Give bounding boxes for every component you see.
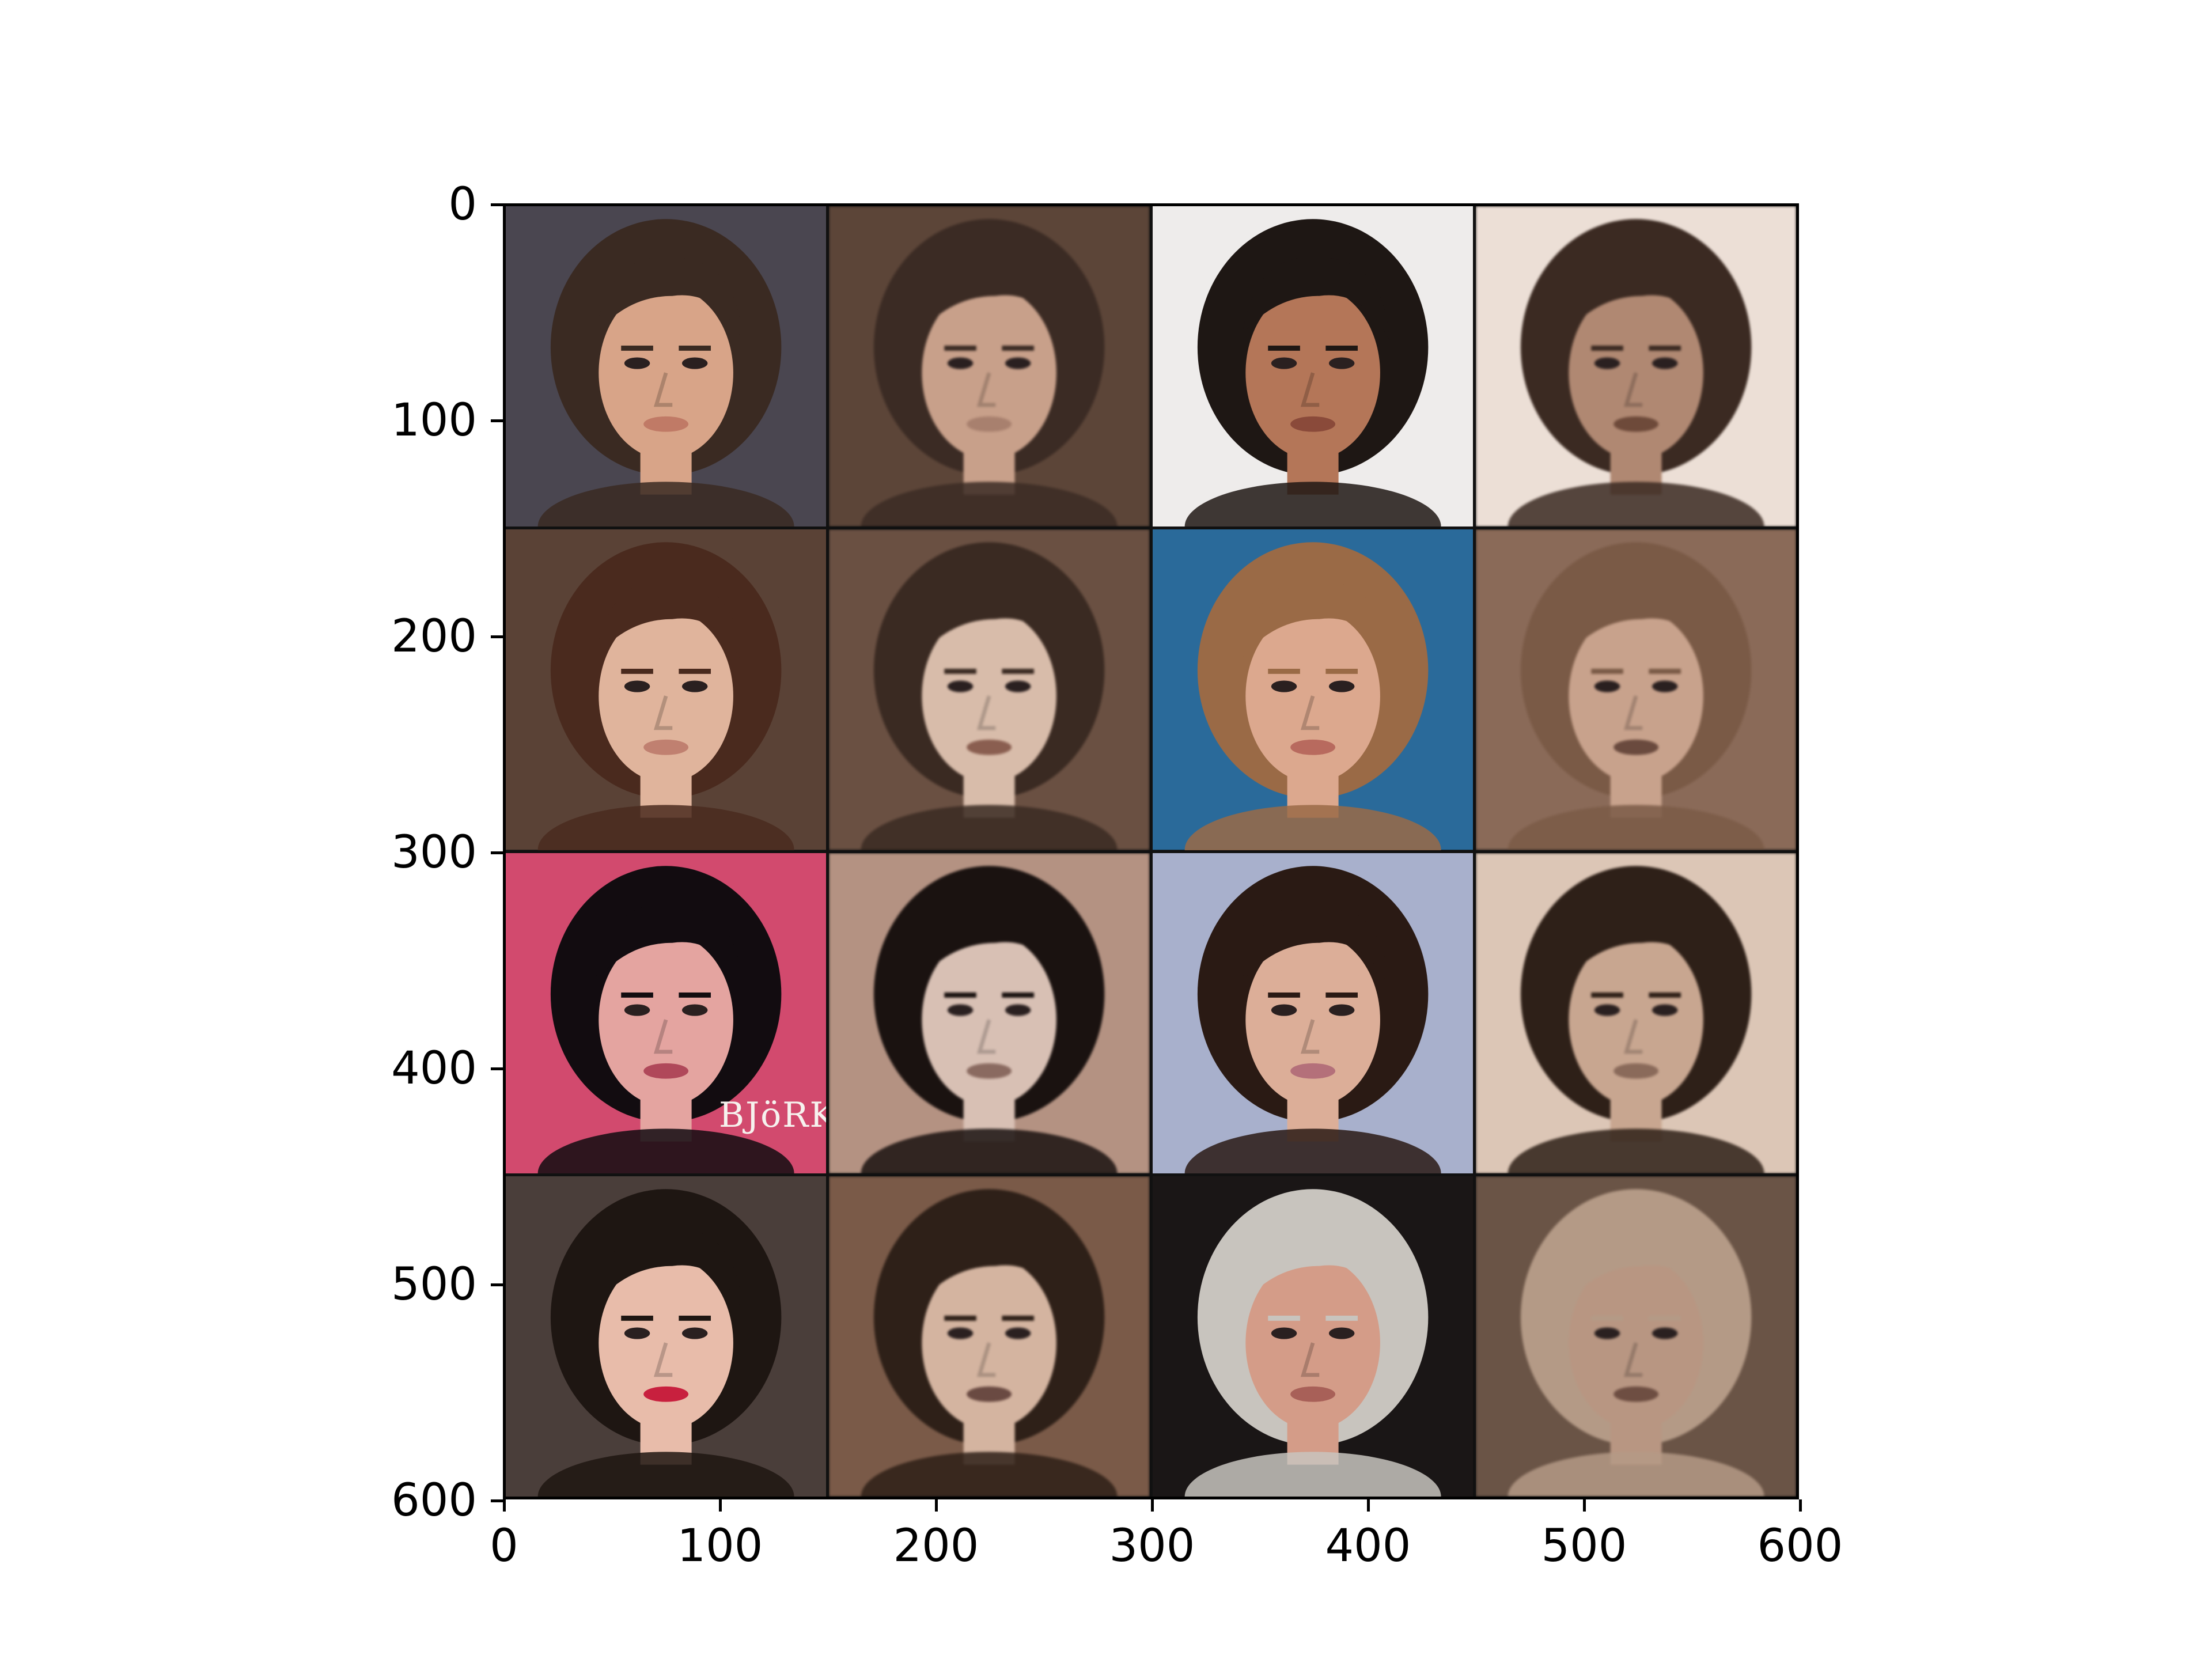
y-tick-mark bbox=[491, 635, 503, 638]
y-tick-mark bbox=[491, 1499, 503, 1502]
x-tick-mark bbox=[502, 1499, 506, 1512]
watermark-text: BJöRK bbox=[719, 1094, 827, 1135]
y-tick-label: 100 bbox=[391, 395, 477, 446]
image-grid: BJöRK bbox=[503, 203, 1799, 1499]
woman-sleek-hair-red-lips-photo-tile bbox=[506, 1176, 827, 1497]
x-tick-label: 0 bbox=[490, 1520, 518, 1572]
x-tick-mark bbox=[1582, 1499, 1586, 1512]
woman-auburn-hair-photo-tile bbox=[506, 529, 827, 850]
y-tick-label: 300 bbox=[391, 827, 477, 878]
woman-curly-brown-hair-photo-tile bbox=[506, 206, 827, 527]
x-tick-label: 400 bbox=[1325, 1520, 1411, 1572]
older-man-grey-hair-photo-tile bbox=[1152, 1176, 1473, 1497]
x-tick-label: 500 bbox=[1541, 1520, 1627, 1572]
older-man-grey-hair-cartoon-tile bbox=[1475, 1176, 1796, 1497]
x-tick-label: 300 bbox=[1109, 1520, 1195, 1572]
woman-curly-brown-hair-cartoon-tile bbox=[829, 206, 1150, 527]
woman-sleek-hair-red-lips-cartoon-tile bbox=[829, 1176, 1150, 1497]
woman-short-dark-bob-photo-tile bbox=[1152, 853, 1473, 1173]
x-tick-label: 100 bbox=[677, 1520, 763, 1572]
x-tick-label: 600 bbox=[1757, 1520, 1843, 1572]
woman-short-dark-bob-cartoon-tile bbox=[1475, 853, 1796, 1173]
y-tick-mark bbox=[491, 203, 503, 206]
x-tick-mark bbox=[718, 1499, 722, 1512]
y-tick-mark bbox=[491, 1283, 503, 1286]
x-tick-label: 200 bbox=[893, 1520, 979, 1572]
man-dark-wavy-hair-beard-cartoon-tile bbox=[1475, 206, 1796, 527]
y-tick-label: 0 bbox=[448, 179, 477, 230]
x-tick-mark bbox=[934, 1499, 938, 1512]
y-tick-mark bbox=[491, 419, 503, 422]
x-tick-mark bbox=[1798, 1499, 1802, 1512]
y-tick-label: 500 bbox=[391, 1259, 477, 1310]
y-tick-mark bbox=[491, 1067, 503, 1070]
woman-black-hair-pink-bg-cartoon-tile bbox=[829, 853, 1150, 1173]
man-short-hair-smiling-cartoon-tile bbox=[1475, 529, 1796, 850]
man-dark-wavy-hair-beard-photo-tile bbox=[1152, 206, 1473, 527]
x-tick-mark bbox=[1366, 1499, 1370, 1512]
woman-black-hair-pink-bg-photo-tile: BJöRK bbox=[506, 853, 827, 1173]
woman-auburn-hair-cartoon-tile bbox=[829, 529, 1150, 850]
y-tick-mark bbox=[491, 851, 503, 854]
y-tick-label: 200 bbox=[391, 611, 477, 662]
y-tick-label: 600 bbox=[391, 1475, 477, 1527]
y-tick-label: 400 bbox=[391, 1043, 477, 1094]
man-short-hair-smiling-photo-tile bbox=[1152, 529, 1473, 850]
x-tick-mark bbox=[1150, 1499, 1154, 1512]
